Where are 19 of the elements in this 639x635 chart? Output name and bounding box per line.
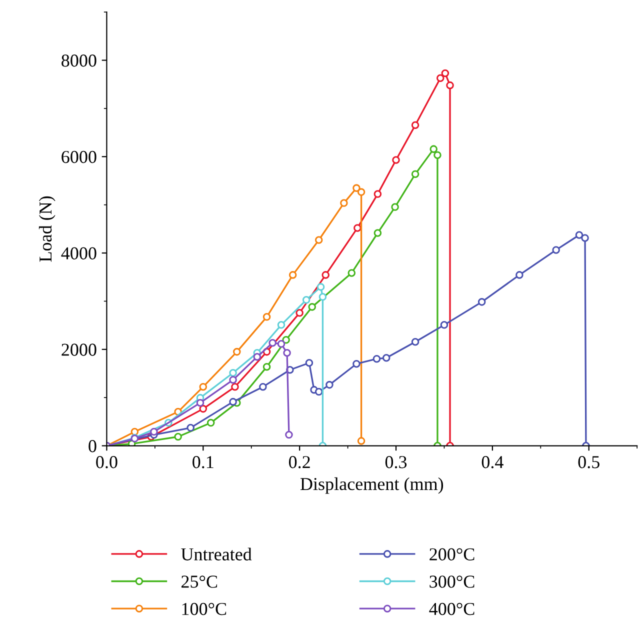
- x-tick-label: 0.5: [578, 456, 600, 468]
- legend-label: 25°C: [182, 576, 218, 588]
- y-tick-label: 6000: [62, 150, 96, 164]
- y-axis-title: Load (N): [38, 196, 56, 262]
- legend-label: 300°C: [430, 576, 474, 588]
- y-tick-label: 8000: [62, 54, 96, 67]
- y-tick-label: 0: [88, 440, 96, 452]
- x-tick-label: 0.2: [288, 456, 310, 468]
- x-tick-label: 0.4: [482, 456, 504, 468]
- x-tick-label: 0.3: [385, 456, 407, 468]
- y-tick-label: 2000: [62, 344, 96, 356]
- x-tick-label: 0.0: [96, 456, 118, 468]
- legend-label: 400°C: [429, 602, 474, 616]
- legend-label: Untreated: [181, 548, 252, 560]
- legend-label: 100°C: [182, 602, 226, 616]
- legend-label: 200°C: [430, 548, 474, 560]
- x-tick-label: 0.1: [192, 456, 214, 468]
- x-axis-title: Displacement (mm): [300, 477, 444, 494]
- y-tick-label: 4000: [61, 247, 96, 260]
